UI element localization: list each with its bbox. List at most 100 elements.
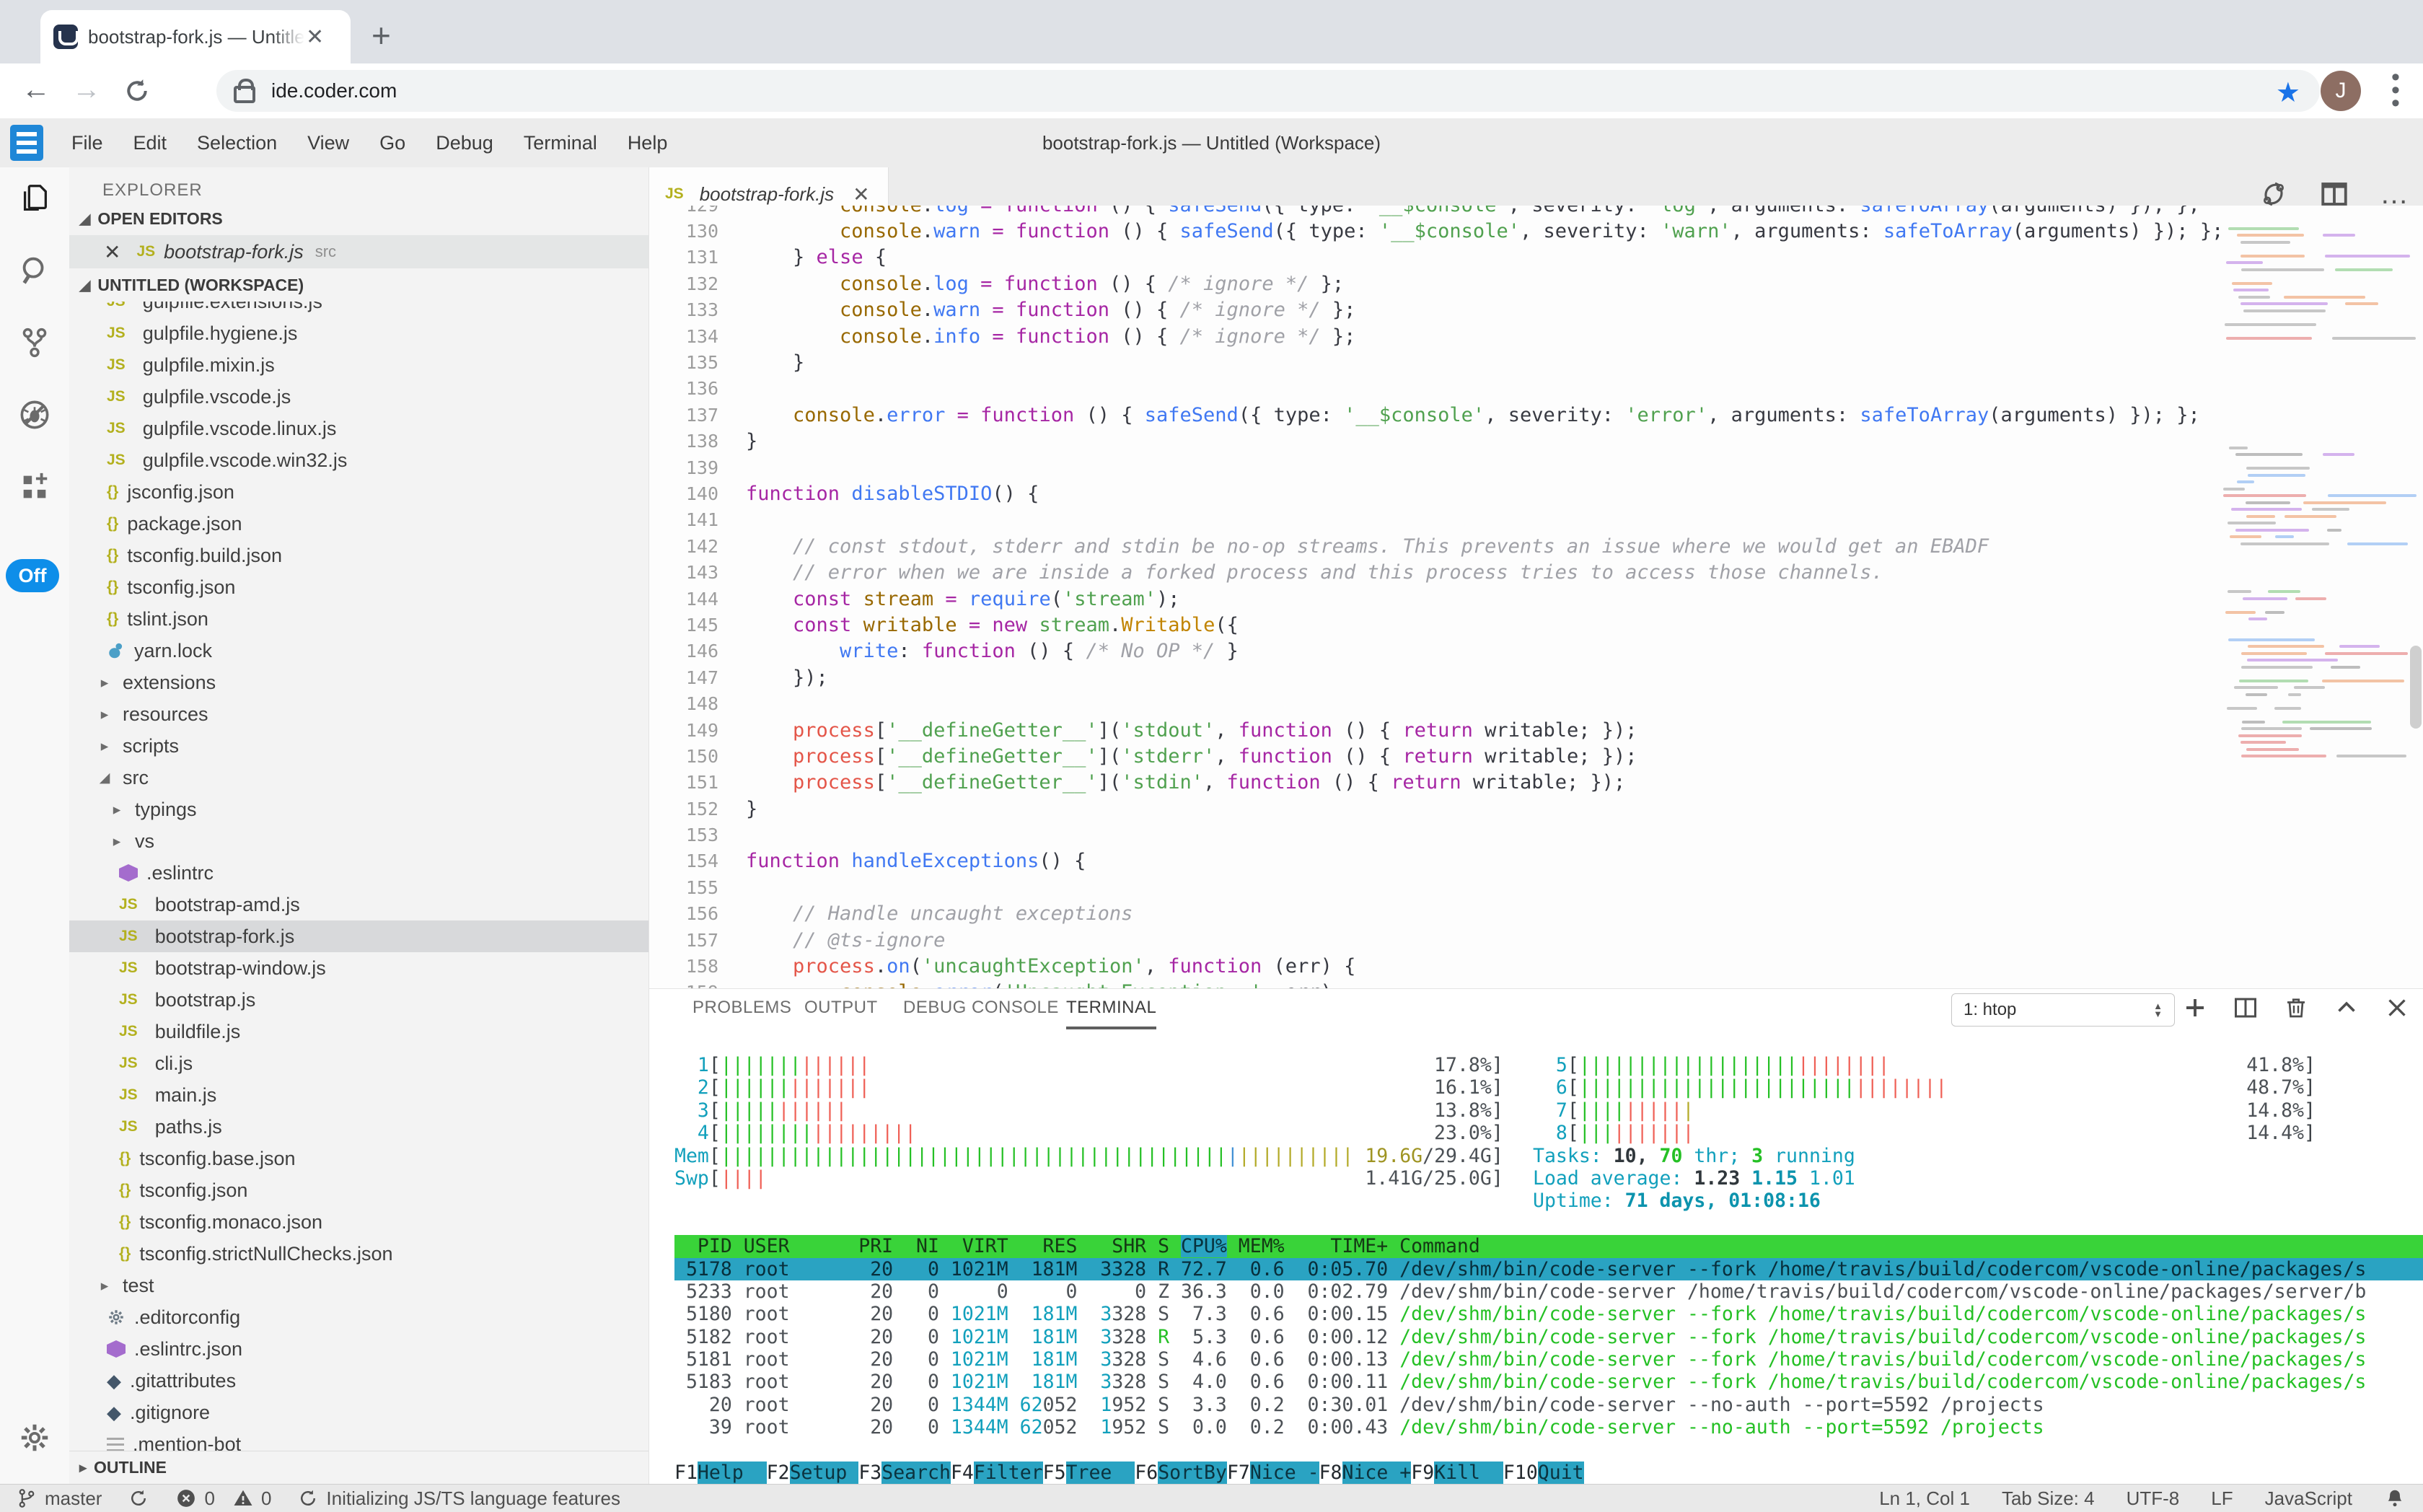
outline-header[interactable]: ▸ OUTLINE (69, 1451, 648, 1484)
explorer-icon[interactable] (18, 182, 51, 215)
tree-item-bootstrap.js[interactable]: JS bootstrap.js (69, 984, 648, 1016)
tree-item-resources[interactable]: ▸ resources (69, 698, 648, 730)
tree-item-bootstrap-fork.js[interactable]: JS bootstrap-fork.js (69, 920, 648, 952)
tree-item-src[interactable]: ◢ src (69, 762, 648, 794)
panel-tab-debug-console[interactable]: DEBUG CONSOLE (903, 998, 1059, 1017)
tree-item-gulpfile.vscode.win32.js[interactable]: JS gulpfile.vscode.win32.js (69, 444, 648, 476)
fkey-number[interactable]: F3 (858, 1462, 882, 1484)
menu-item-debug[interactable]: Debug (436, 131, 493, 154)
tree-item-.eslintrc.json[interactable]: .eslintrc.json (69, 1333, 648, 1365)
tree-item-tsconfig.json[interactable]: {} tsconfig.json (69, 571, 648, 603)
menu-item-view[interactable]: View (307, 131, 350, 154)
tree-item-gulpfile.mixin.js[interactable]: JS gulpfile.mixin.js (69, 349, 648, 381)
tree-item-gulpfile.vscode.js[interactable]: JS gulpfile.vscode.js (69, 381, 648, 413)
fkey-number[interactable]: F2 (766, 1462, 790, 1484)
fkey-number[interactable]: F9 (1411, 1462, 1435, 1484)
forward-icon[interactable]: → (72, 74, 101, 105)
maximize-panel-icon[interactable] (2334, 995, 2360, 1021)
tree-item-.mention-bot[interactable]: .mention-bot (69, 1428, 648, 1451)
menu-item-terminal[interactable]: Terminal (523, 131, 597, 154)
new-terminal-icon[interactable] (2182, 995, 2208, 1021)
menu-item-selection[interactable]: Selection (197, 131, 278, 154)
tree-item-main.js[interactable]: JS main.js (69, 1079, 648, 1111)
panel-tab-problems[interactable]: PROBLEMS (692, 998, 792, 1017)
new-tab-button[interactable]: + (371, 17, 391, 54)
settings-gear-icon[interactable] (18, 1421, 51, 1454)
tree-item-gulpfile.extensions.js[interactable]: JS gulpfile.extensions.js (69, 302, 648, 317)
tree-item-bootstrap-amd.js[interactable]: JS bootstrap-amd.js (69, 889, 648, 920)
fkey-number[interactable]: F6 (1135, 1462, 1158, 1484)
open-changes-icon[interactable] (2259, 179, 2289, 209)
debug-disabled-icon[interactable] (18, 398, 51, 431)
close-editor-icon[interactable]: ✕ (104, 240, 121, 263)
menu-item-edit[interactable]: Edit (133, 131, 167, 154)
minimap[interactable] (2218, 206, 2417, 783)
tab-close-icon[interactable]: ✕ (306, 25, 325, 49)
status-lf[interactable]: LF (2211, 1487, 2233, 1509)
status-ln-1-col-1[interactable]: Ln 1, Col 1 (1879, 1487, 1970, 1509)
address-bar[interactable]: ide.coder.com (216, 70, 2320, 112)
notifications-bell-icon[interactable] (2384, 1487, 2406, 1509)
tree-item-cli.js[interactable]: JS cli.js (69, 1047, 648, 1079)
tree-item-scripts[interactable]: ▸ scripts (69, 730, 648, 762)
bookmark-star-icon[interactable]: ★ (2275, 78, 2300, 108)
tree-item-vs[interactable]: ▸ vs (69, 825, 648, 857)
reload-icon[interactable] (123, 76, 151, 105)
fkey-label[interactable]: Nice + (1342, 1462, 1412, 1484)
split-terminal-icon[interactable] (2233, 995, 2259, 1021)
fkey-label[interactable]: Quit (1537, 1462, 1584, 1484)
git-branch-item[interactable]: master (16, 1487, 102, 1510)
fkey-number[interactable]: F5 (1042, 1462, 1066, 1484)
tree-item-buildfile.js[interactable]: JS buildfile.js (69, 1016, 648, 1047)
tree-item-yarn.lock[interactable]: yarn.lock (69, 635, 648, 667)
telemetry-off-badge[interactable]: Off (6, 559, 59, 592)
tree-item-.gitattributes[interactable]: ◆ .gitattributes (69, 1365, 648, 1397)
tree-item-jsconfig.json[interactable]: {} jsconfig.json (69, 476, 648, 508)
code-editor[interactable]: 129 console.log = function () { safeSend… (649, 206, 2423, 988)
fkey-number[interactable]: F4 (950, 1462, 974, 1484)
avatar[interactable]: J (2321, 71, 2361, 111)
fkey-number[interactable]: F10 (1503, 1462, 1538, 1484)
open-editors-header[interactable]: ◢ OPEN EDITORS (69, 202, 648, 235)
tree-item-extensions[interactable]: ▸ extensions (69, 667, 648, 698)
extensions-icon[interactable] (18, 470, 51, 504)
tree-item-bootstrap-window.js[interactable]: JS bootstrap-window.js (69, 952, 648, 984)
more-actions-icon[interactable]: … (2380, 178, 2409, 210)
editor-tab-close-icon[interactable]: ✕ (853, 183, 870, 206)
tree-item-test[interactable]: ▸ test (69, 1270, 648, 1301)
status-javascript[interactable]: JavaScript (2264, 1487, 2352, 1509)
kill-terminal-icon[interactable] (2283, 995, 2309, 1021)
tree-item-.editorconfig[interactable]: .editorconfig (69, 1301, 648, 1333)
fkey-label[interactable]: Search (881, 1462, 951, 1484)
browser-menu-icon[interactable]: • • • (2391, 63, 2400, 117)
editor-scrollbar[interactable] (2410, 646, 2422, 729)
status-utf-8[interactable]: UTF-8 (2126, 1487, 2180, 1509)
fkey-label[interactable]: Filter (973, 1462, 1043, 1484)
panel-tab-terminal[interactable]: TERMINAL (1066, 989, 1157, 1029)
terminal[interactable]: 1[||||||||||||| 17.8%] 5[|||||||||||||||… (674, 1029, 2423, 1484)
fkey-label[interactable]: Tree (1065, 1462, 1135, 1484)
tree-item-.eslintrc[interactable]: .eslintrc (69, 857, 648, 889)
fkey-number[interactable]: F7 (1226, 1462, 1250, 1484)
browser-tab[interactable]: bootstrap-fork.js — Untitled (W ✕ (40, 10, 351, 63)
tree-item-tsconfig.strictNullChecks.json[interactable]: {} tsconfig.strictNullChecks.json (69, 1238, 648, 1270)
workspace-header[interactable]: ◢ UNTITLED (WORKSPACE) (69, 268, 648, 302)
back-icon[interactable]: ← (22, 74, 50, 105)
source-control-icon[interactable] (18, 326, 51, 359)
panel-tab-output[interactable]: OUTPUT (804, 998, 878, 1017)
status-tab-size-4[interactable]: Tab Size: 4 (2001, 1487, 2095, 1509)
sync-icon[interactable] (128, 1487, 149, 1509)
tree-item-gulpfile.vscode.linux.js[interactable]: JS gulpfile.vscode.linux.js (69, 413, 648, 444)
tree-item-typings[interactable]: ▸ typings (69, 794, 648, 825)
tree-item-gulpfile.hygiene.js[interactable]: JS gulpfile.hygiene.js (69, 317, 648, 349)
tree-item-package.json[interactable]: {} package.json (69, 508, 648, 540)
fkey-number[interactable]: F1 (674, 1462, 698, 1484)
problems-item[interactable]: 0 0 (175, 1487, 271, 1510)
split-editor-icon[interactable] (2319, 179, 2349, 209)
search-icon[interactable] (18, 254, 51, 287)
terminal-dropdown[interactable]: 1: htop ▲ ▼ (1951, 993, 2175, 1027)
open-editor-item[interactable]: ✕ JS bootstrap-fork.js src (69, 235, 648, 268)
fkey-label[interactable]: Help (697, 1462, 767, 1484)
fkey-label[interactable]: Kill (1434, 1462, 1503, 1484)
tree-item-tsconfig.base.json[interactable]: {} tsconfig.base.json (69, 1143, 648, 1174)
